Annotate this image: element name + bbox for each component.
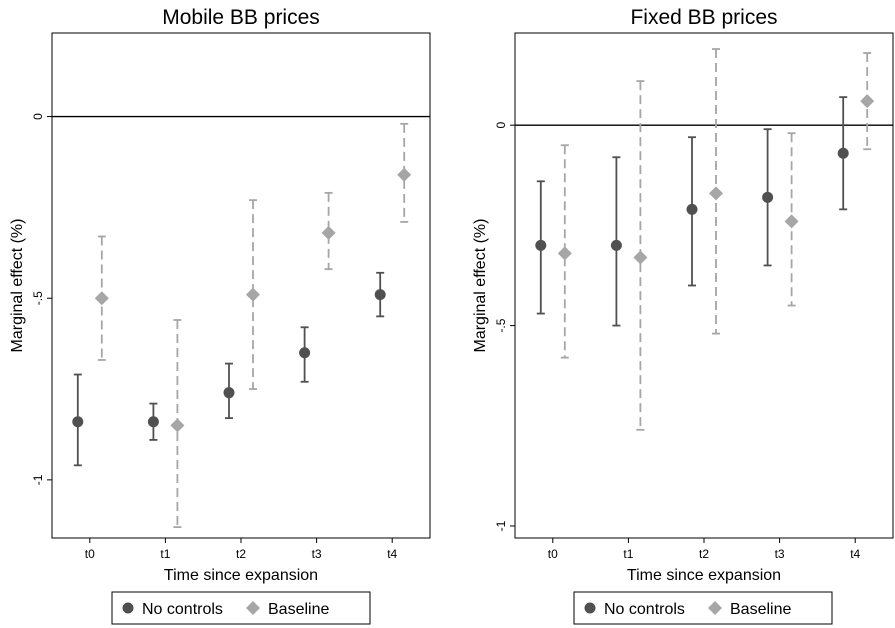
x-tick-label: t0 xyxy=(548,547,558,561)
plot-frame xyxy=(514,32,894,539)
legend-label: No controls xyxy=(604,601,685,618)
legend: No controls Baseline xyxy=(573,591,833,625)
x-tick-label: t1 xyxy=(160,547,170,561)
legend-marker-diamond xyxy=(708,601,722,615)
data-point-diamond xyxy=(709,186,723,201)
data-point-circle xyxy=(72,416,84,428)
data-point-diamond xyxy=(860,94,875,109)
x-tick-label: t3 xyxy=(312,547,322,561)
data-point-circle xyxy=(299,347,311,359)
series-diamond xyxy=(557,48,875,431)
panel-title: Fixed BB prices xyxy=(630,6,777,29)
data-point-circle xyxy=(837,147,849,159)
x-axis-title: Time since expansion xyxy=(627,567,781,584)
data-point-diamond xyxy=(246,287,260,302)
data-point-circle xyxy=(610,239,622,251)
legend-label: Baseline xyxy=(730,601,791,618)
x-tick-label: t2 xyxy=(699,547,709,561)
y-tick-label: -.5 xyxy=(494,318,508,332)
data-point-circle xyxy=(535,239,547,251)
series-circle xyxy=(535,96,849,327)
data-point-diamond xyxy=(784,214,799,229)
data-point-circle xyxy=(223,387,235,399)
x-tick-label: t3 xyxy=(775,547,785,561)
data-point-circle xyxy=(762,191,774,203)
x-tick-label: t2 xyxy=(236,547,246,561)
chart-panel-1: Mobile BB prices 0 -.5 -1 t0 t1 t2 t3 t4 Time sin… xyxy=(9,6,431,625)
panel-title: Mobile BB prices xyxy=(162,6,320,29)
x-tick-label: t4 xyxy=(387,547,397,561)
y-tick-label: 0 xyxy=(31,113,45,120)
x-tick-label: t0 xyxy=(85,547,95,561)
y-tick-label: -.5 xyxy=(31,291,45,305)
series-diamond xyxy=(94,122,412,529)
data-point-diamond xyxy=(321,225,336,240)
legend-marker-diamond xyxy=(246,601,260,615)
y-tick-label: -1 xyxy=(494,520,508,531)
legend: No controls Baseline xyxy=(111,591,371,625)
legend-marker-circle xyxy=(122,602,134,614)
data-point-circle xyxy=(374,289,386,301)
data-point-circle xyxy=(686,203,698,215)
legend-box xyxy=(573,591,833,625)
y-tick-label: 0 xyxy=(494,122,508,129)
x-axis-title: Time since expansion xyxy=(164,567,318,584)
legend-box xyxy=(111,591,371,625)
data-point-diamond xyxy=(397,167,412,182)
x-tick-label: t1 xyxy=(623,547,633,561)
chart-panel-2: Fixed BB prices 0 -.5 -1 t0 t1 t2 t3 t4 Time sinc… xyxy=(472,6,894,625)
x-tick-label: t4 xyxy=(850,547,860,561)
legend-label: Baseline xyxy=(268,601,329,618)
y-axis-title: Marginal effect (%) xyxy=(9,219,26,353)
data-point-diamond xyxy=(633,250,648,265)
data-point-diamond xyxy=(170,418,185,433)
legend-marker-circle xyxy=(584,602,596,614)
data-point-diamond xyxy=(94,291,109,306)
data-point-circle xyxy=(147,416,159,428)
data-point-diamond xyxy=(557,246,572,261)
legend-label: No controls xyxy=(142,601,223,618)
series-circle xyxy=(72,271,386,467)
plot-frame xyxy=(51,32,431,539)
y-tick-label: -1 xyxy=(31,474,45,485)
y-axis-title: Marginal effect (%) xyxy=(472,219,489,353)
